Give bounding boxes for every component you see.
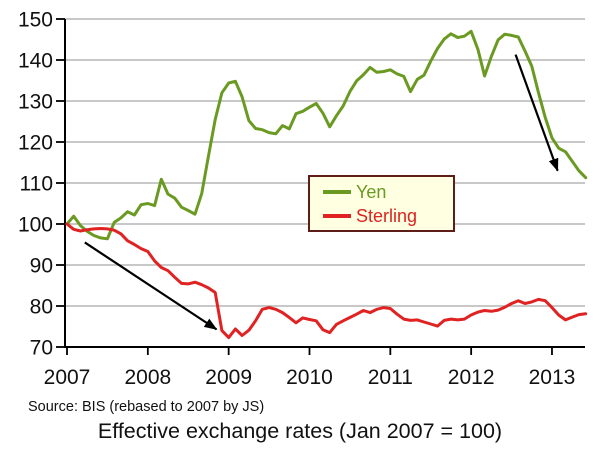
y-tick-label-130: 130	[18, 91, 53, 114]
y-tick-label-100: 100	[18, 214, 53, 237]
y-tick-label-120: 120	[18, 132, 53, 155]
sterling-line-swatch	[323, 213, 351, 218]
y-tick-label-140: 140	[18, 50, 53, 73]
x-tick-label-2007: 2007	[44, 366, 91, 389]
x-tick-label-2010: 2010	[286, 366, 333, 389]
y-tick-label-110: 110	[20, 173, 53, 196]
x-tick-label-2008: 2008	[124, 366, 171, 389]
sterling-decline-arrow	[84, 241, 218, 331]
x-tick-label-2011: 2011	[368, 366, 413, 389]
sterling-series-line	[65, 222, 588, 340]
yen-series-line	[65, 29, 588, 241]
x-tick-label-2013: 2013	[529, 366, 576, 389]
legend-label-yen: Yen	[356, 181, 387, 202]
y-tick-label-80: 80	[30, 296, 53, 319]
y-tick-label-150: 150	[18, 9, 53, 32]
y-tick-label-70: 70	[30, 337, 53, 360]
chart-title: Effective exchange rates (Jan 2007 = 100…	[97, 419, 503, 443]
yen-decline-arrow	[514, 54, 559, 172]
legend-item-sterling: Sterling	[323, 206, 453, 226]
x-tick-label-2009: 2009	[205, 366, 252, 389]
legend: Yen Sterling	[308, 175, 455, 232]
legend-item-yen: Yen	[323, 182, 453, 202]
yen-line-swatch	[323, 189, 351, 194]
source-note: Source: BIS (rebased to 2007 by JS)	[28, 399, 265, 415]
x-tick-label-2012: 2012	[448, 366, 495, 389]
y-tick-label-90: 90	[30, 255, 53, 278]
legend-label-sterling: Sterling	[356, 205, 418, 226]
